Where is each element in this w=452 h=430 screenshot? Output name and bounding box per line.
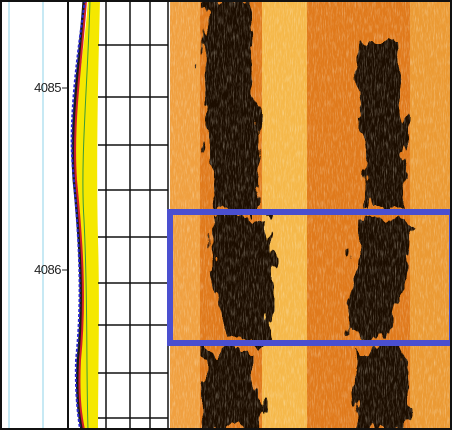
grid [98, 0, 168, 430]
depth-label: 4085 [34, 80, 61, 95]
well-log-view: 4085 4086 [0, 0, 452, 430]
depth-track [0, 0, 68, 430]
well-log: 4085 4086 [0, 0, 452, 430]
depth-label: 4086 [34, 262, 61, 277]
